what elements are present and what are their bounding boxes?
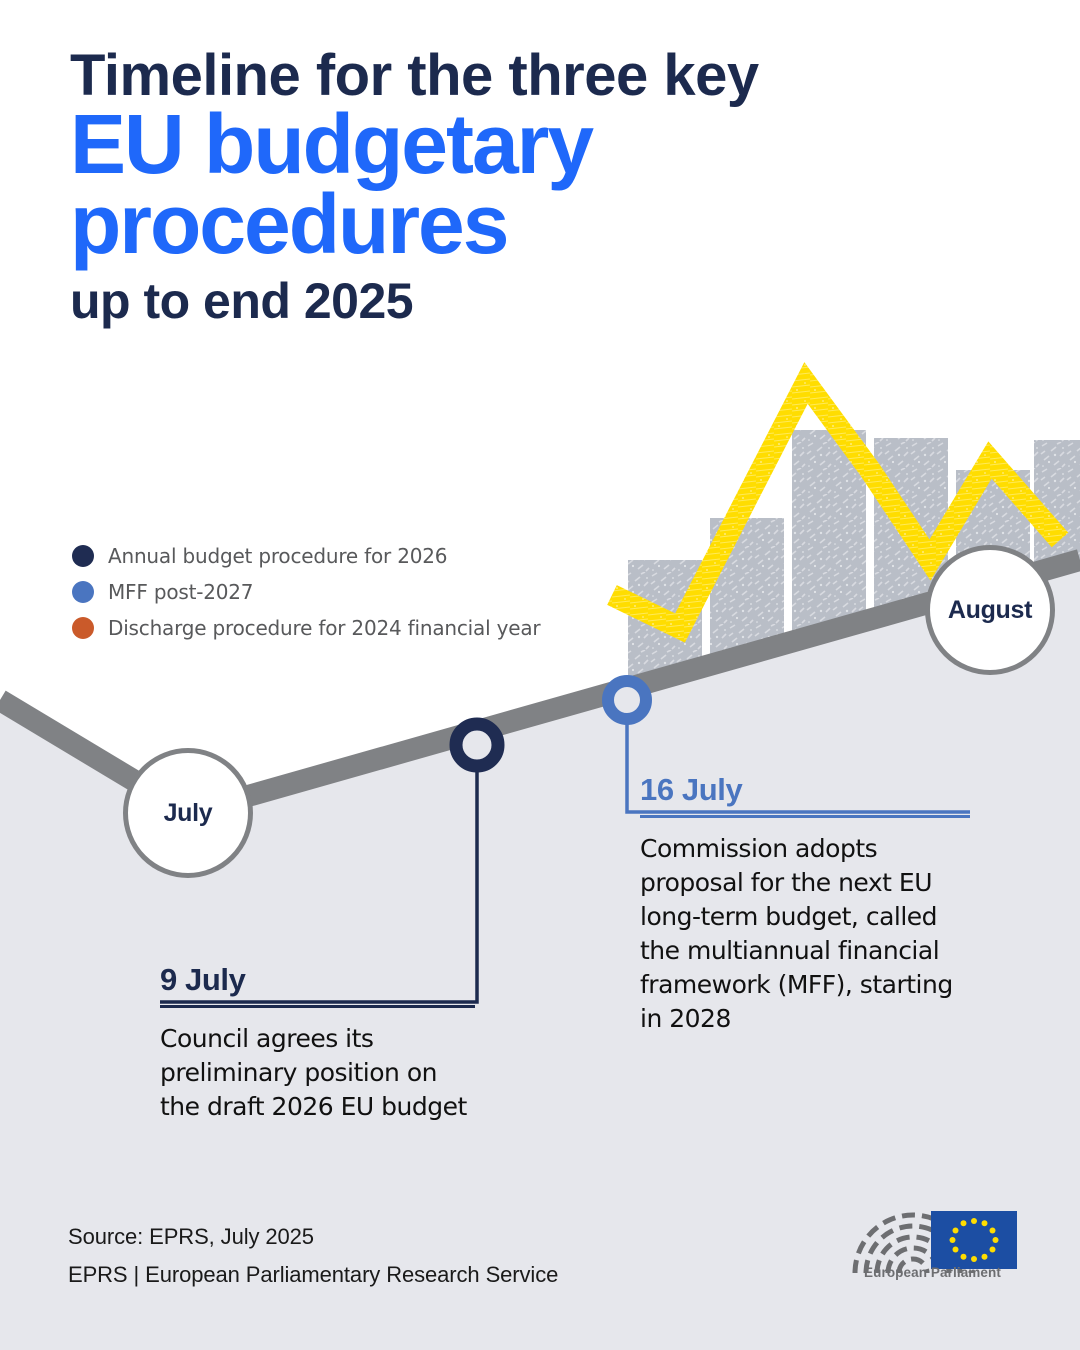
- source-text: Source: EPRS, July 2025: [68, 1224, 314, 1249]
- event-rule: [160, 1005, 475, 1008]
- legend-item-annual-budget: Annual budget procedure for 2026: [72, 540, 592, 572]
- event-description: Commission adopts proposal for the next …: [640, 834, 953, 1033]
- title-line-1: Timeline for the three key: [70, 43, 759, 108]
- legend-item-discharge: Discharge procedure for 2024 financial y…: [72, 612, 592, 644]
- event-date: 16 July: [640, 772, 743, 807]
- legend-item-label: MFF post-2027: [108, 580, 254, 604]
- legend-dot-icon: [72, 617, 94, 639]
- event-description: Council agrees its preliminary position …: [160, 1024, 467, 1121]
- marker-9july[interactable]: [449, 717, 505, 773]
- title-line-3: procedures: [70, 177, 510, 272]
- month-bubble-august: August: [925, 545, 1055, 675]
- title-line-4: up to end 2025: [70, 272, 414, 329]
- event-date: 9 July: [160, 962, 246, 997]
- title-line-2: EU budgetary: [70, 96, 594, 191]
- connector-9july: [160, 768, 479, 1004]
- legend-dot-icon: [72, 581, 94, 603]
- organisation-text: EPRS | European Parliamentary Research S…: [68, 1261, 559, 1287]
- event-16-july: 16 July Commission adopts proposal for t…: [640, 772, 970, 1036]
- legend: Annual budget procedure for 2026 MFF pos…: [72, 540, 592, 648]
- connector-16july: [625, 705, 970, 814]
- logo-caption: European Parliament: [864, 1265, 1001, 1280]
- european-parliament-logo: [852, 1211, 1017, 1274]
- legend-dot-icon: [72, 545, 94, 567]
- yellow-trend-line: [607, 362, 1069, 643]
- legend-item-mff: MFF post-2027: [72, 576, 592, 608]
- legend-item-label: Annual budget procedure for 2026: [108, 544, 448, 568]
- eu-flag-icon: [931, 1211, 1017, 1269]
- event-rule: [640, 815, 970, 818]
- month-bubble-july: July: [123, 748, 253, 878]
- legend-item-label: Discharge procedure for 2024 financial y…: [108, 616, 541, 640]
- page-title: Timeline for the three key EU budgetary …: [70, 43, 930, 329]
- event-9-july: 9 July Council agrees its preliminary po…: [160, 962, 475, 1124]
- marker-16july[interactable]: [602, 675, 652, 725]
- footer: Source: EPRS, July 2025 EPRS | European …: [68, 1218, 558, 1294]
